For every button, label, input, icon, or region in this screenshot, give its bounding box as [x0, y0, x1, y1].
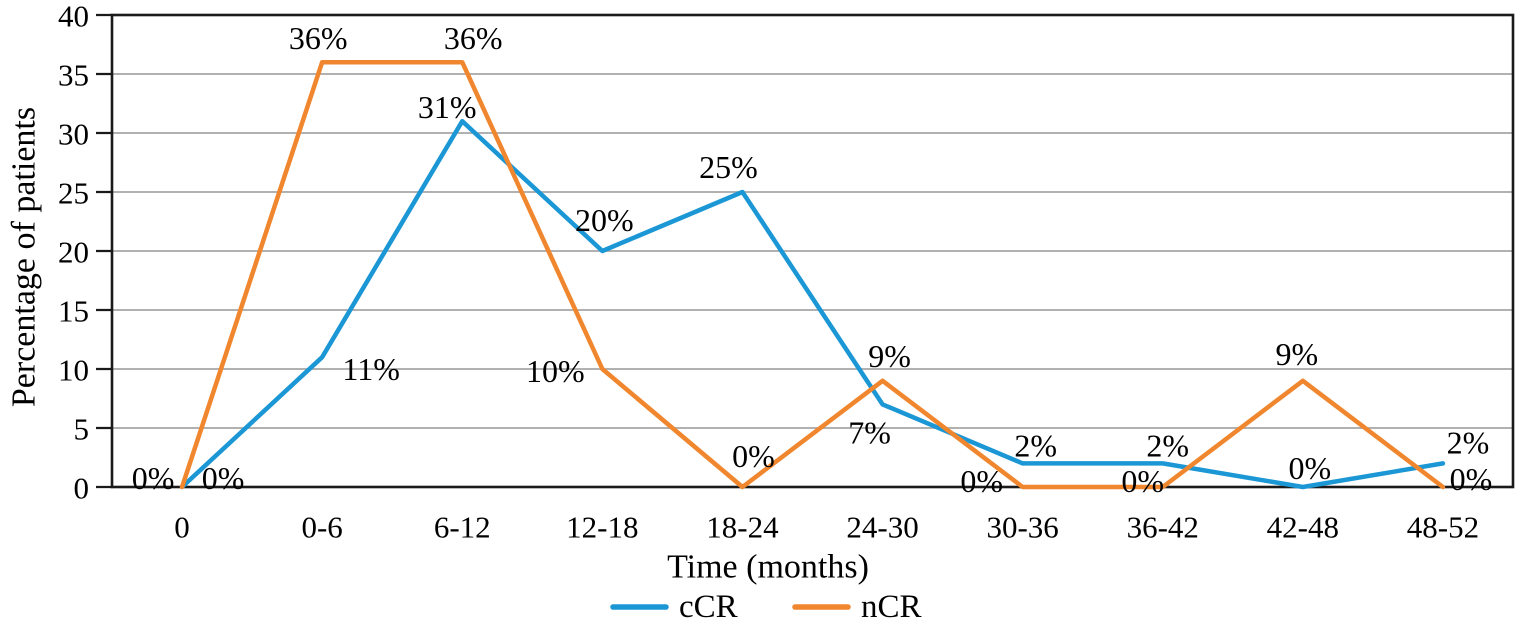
x-tick-label: 30-36: [986, 510, 1058, 545]
y-axis-title: Percentage of patients: [6, 107, 43, 407]
x-tick-label: 12-18: [566, 510, 638, 545]
y-tick-label: 15: [58, 294, 89, 329]
x-tick-label: 48-52: [1407, 510, 1479, 545]
y-tick-label: 30: [58, 117, 89, 152]
y-tick-label: 25: [58, 176, 89, 211]
series-line-cCR: [179, 118, 1446, 490]
legend-label-nCR: nCR: [861, 589, 922, 619]
y-tick-label: 40: [58, 0, 89, 34]
data-label-nCR: 0%: [960, 463, 1003, 499]
data-label-cCR: 11%: [342, 351, 399, 387]
data-label-nCR: 0%: [202, 460, 245, 496]
gridlines: [112, 73, 1513, 429]
data-label-cCR: 0%: [1289, 450, 1332, 486]
data-label-cCR: 31%: [418, 89, 477, 125]
data-label-nCR: 9%: [1276, 336, 1319, 372]
y-tick-label: 35: [58, 58, 89, 93]
y-tick-label: 10: [58, 353, 89, 388]
y-tick-label: 5: [74, 412, 90, 447]
data-label-nCR: 0%: [732, 438, 775, 474]
y-tick-label: 20: [58, 235, 89, 270]
x-tick-label: 0-6: [301, 510, 342, 545]
data-label-nCR: 0%: [1450, 461, 1493, 497]
x-tick-label: 42-48: [1267, 510, 1339, 545]
data-label-cCR: 25%: [699, 149, 758, 185]
data-labels: 0%11%31%20%25%7% 2% 2%0%2%0%36% 36%10%0%9%0…: [132, 20, 1493, 499]
x-tick-label: 6-12: [434, 510, 491, 545]
y-axis-ticks: [96, 13, 113, 489]
data-label-nCR: 0%: [1121, 463, 1164, 499]
legend-label-cCR: cCR: [679, 589, 738, 619]
data-label-nCR: 36%: [289, 20, 348, 56]
data-label-cCR: 2%: [1447, 424, 1490, 460]
data-label-nCR: 10%: [526, 353, 585, 389]
legend: cCR nCR: [610, 589, 922, 619]
data-label-cCR: 20%: [575, 202, 634, 238]
data-label-nCR: 36%: [444, 20, 503, 56]
x-tick-label: 0: [174, 510, 190, 545]
data-label-cCR: 0%: [132, 460, 175, 496]
data-label-cCR: 7%: [848, 414, 891, 450]
series-line-nCR: [179, 59, 1446, 490]
x-tick-label: 36-42: [1127, 510, 1199, 545]
series-lines: [179, 59, 1446, 490]
data-label-nCR: 9%: [868, 338, 911, 374]
y-tick-label: 0: [74, 471, 90, 506]
x-axis-tick-labels: 0 0-6 6-12 12-18 18-24 24-30 30-36 36-42 42-48 48…: [174, 510, 1479, 545]
x-tick-label: 24-30: [846, 510, 918, 545]
data-label-cCR: 2%: [1014, 427, 1057, 463]
x-axis-title: Time (months): [667, 549, 869, 586]
data-label-cCR: 2%: [1146, 427, 1189, 463]
y-axis-tick-labels: 0 5 10 15 20 25 30 35 40: [58, 0, 89, 506]
x-tick-label: 18-24: [706, 510, 779, 545]
